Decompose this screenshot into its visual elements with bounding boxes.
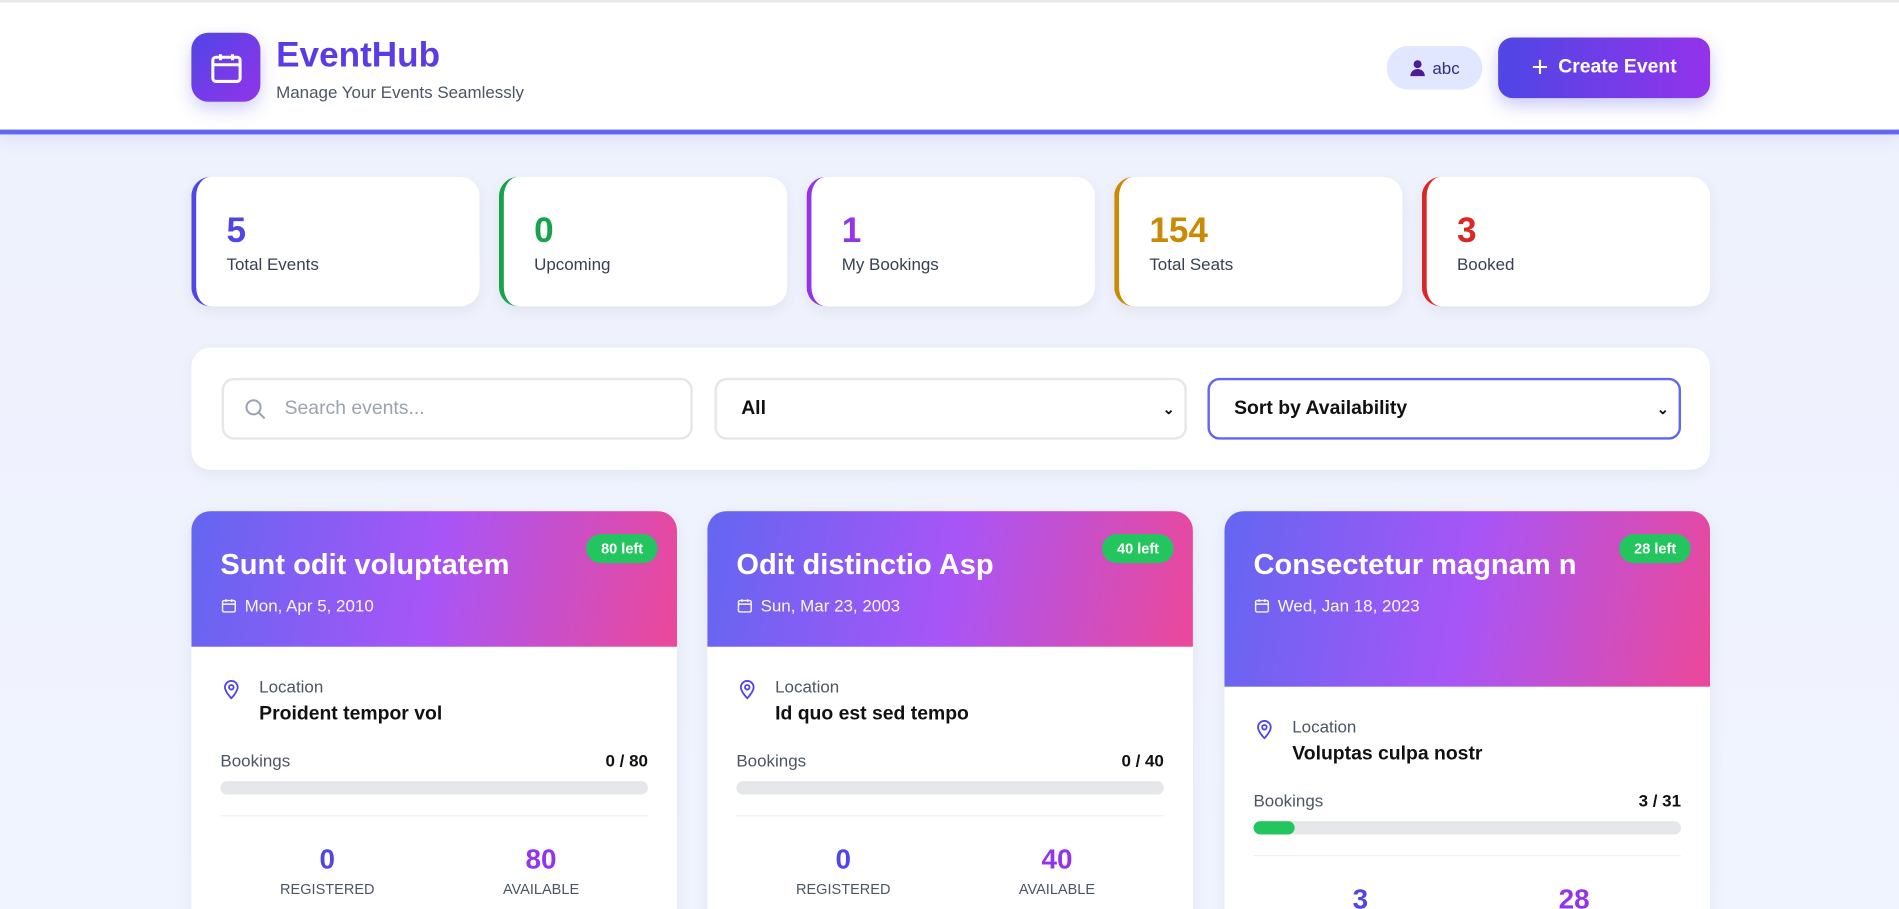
divider — [220, 815, 648, 817]
bookings-progress — [736, 781, 1164, 795]
registered-count: 0 — [319, 842, 336, 875]
seats-left-badge: 80 left — [586, 534, 658, 564]
location-pin-icon — [1257, 720, 1272, 740]
event-card-header: Sunt odit voluptatem Mon, Apr 5, 2010 80… — [191, 511, 678, 647]
event-date: Sun, Mar 23, 2003 — [760, 595, 901, 616]
plus-icon: + — [1531, 50, 1549, 84]
event-card-header: Consectetur magnam n Wed, Jan 18, 2023 2… — [1224, 511, 1711, 687]
bookings-count: 0 / 40 — [1121, 750, 1164, 771]
stat-label: Booked — [1456, 254, 1515, 274]
stat-label: My Bookings — [841, 254, 939, 274]
bookings-progress — [220, 781, 648, 795]
stat-card: 5 Total Events — [191, 176, 480, 307]
chevron-down-icon: ⌄ — [1162, 400, 1175, 418]
location-label: Location — [259, 677, 324, 697]
user-icon — [1409, 60, 1425, 77]
search-placeholder: Search events... — [284, 397, 425, 419]
filter-bar: Search events... All ⌄ Sort by Availabili… — [191, 347, 1711, 470]
location-value: Id quo est sed tempo — [775, 703, 969, 725]
chevron-down-icon: ⌄ — [1656, 400, 1669, 418]
bookings-label: Bookings — [220, 750, 291, 771]
calendar-icon — [1254, 599, 1270, 613]
event-title: Odit distinctio Asp — [736, 548, 994, 582]
location-pin-icon — [224, 680, 239, 700]
location-pin-icon — [739, 680, 755, 700]
calendar-icon — [221, 599, 236, 613]
event-title: Consectetur magnam n — [1253, 548, 1577, 582]
divider — [736, 815, 1164, 817]
stat-label: Total Events — [226, 254, 319, 274]
stat-card: 1 My Bookings — [806, 176, 1095, 307]
calendar-logo-icon — [191, 32, 261, 102]
event-date: Wed, Jan 18, 2023 — [1277, 595, 1420, 616]
bookings-count: 3 / 31 — [1638, 790, 1682, 811]
available-count: 28 — [1558, 882, 1590, 909]
event-title: Sunt odit voluptatem — [220, 548, 510, 582]
event-card[interactable]: Sunt odit voluptatem Mon, Apr 5, 2010 80… — [191, 511, 678, 909]
bookings-progress — [1253, 821, 1682, 835]
stat-card: 3 Booked — [1421, 176, 1711, 307]
create-event-label: Create Event — [1558, 56, 1677, 78]
app-title: EventHub — [276, 36, 441, 76]
sort-select[interactable]: Sort by Availability ⌄ — [1207, 377, 1682, 440]
available-count: 40 — [1041, 842, 1073, 875]
progress-fill — [1253, 821, 1295, 835]
event-card-header: Odit distinctio Asp Sun, Mar 23, 2003 40… — [707, 511, 1193, 647]
bookings-count: 0 / 80 — [605, 750, 648, 771]
event-date: Mon, Apr 5, 2010 — [244, 595, 374, 616]
stat-card: 154 Total Seats — [1114, 176, 1403, 307]
app-subtitle: Manage Your Events Seamlessly — [276, 82, 525, 102]
calendar-icon — [737, 599, 752, 613]
search-input[interactable]: Search events... — [221, 377, 693, 440]
registered-label: REGISTERED — [795, 880, 891, 898]
username: abc — [1432, 58, 1460, 78]
location-label: Location — [775, 677, 840, 697]
search-icon — [245, 398, 266, 419]
event-card[interactable]: Consectetur magnam n Wed, Jan 18, 2023 2… — [1224, 511, 1711, 909]
location-label: Location — [1292, 716, 1357, 737]
location-value: Voluptas culpa nostr — [1292, 743, 1483, 765]
category-value: All — [741, 397, 766, 419]
available-count: 80 — [525, 842, 557, 875]
stat-value: 0 — [534, 211, 554, 251]
registered-label: REGISTERED — [280, 880, 375, 898]
category-select[interactable]: All ⌄ — [714, 377, 1187, 440]
bookings-label: Bookings — [736, 750, 807, 771]
available-label: AVAILABLE — [502, 880, 580, 898]
registered-count: 3 — [1352, 882, 1369, 909]
registered-count: 0 — [835, 842, 851, 875]
stat-value: 1 — [841, 211, 862, 251]
divider — [1253, 855, 1682, 857]
stat-label: Upcoming — [534, 254, 611, 274]
stat-label: Total Seats — [1149, 254, 1234, 274]
app-header: EventHub Manage Your Events Seamlessly a… — [0, 0, 1899, 135]
sort-value: Sort by Availability — [1234, 397, 1408, 419]
seats-left-badge: 28 left — [1619, 534, 1691, 564]
stat-value: 154 — [1149, 211, 1208, 251]
event-card[interactable]: Odit distinctio Asp Sun, Mar 23, 2003 40… — [707, 511, 1193, 909]
create-event-button[interactable]: + Create Event — [1498, 37, 1711, 99]
user-badge[interactable]: abc — [1386, 46, 1483, 90]
bookings-label: Bookings — [1253, 790, 1324, 811]
stat-card: 0 Upcoming — [498, 176, 788, 307]
stats-row: 5 Total Events 0 Upcoming 1 My Bookings … — [191, 176, 1711, 307]
available-label: AVAILABLE — [1018, 880, 1096, 898]
seats-left-badge: 40 left — [1102, 534, 1174, 564]
stat-value: 5 — [226, 211, 247, 251]
stat-value: 3 — [1456, 211, 1477, 251]
location-value: Proident tempor vol — [259, 703, 443, 725]
